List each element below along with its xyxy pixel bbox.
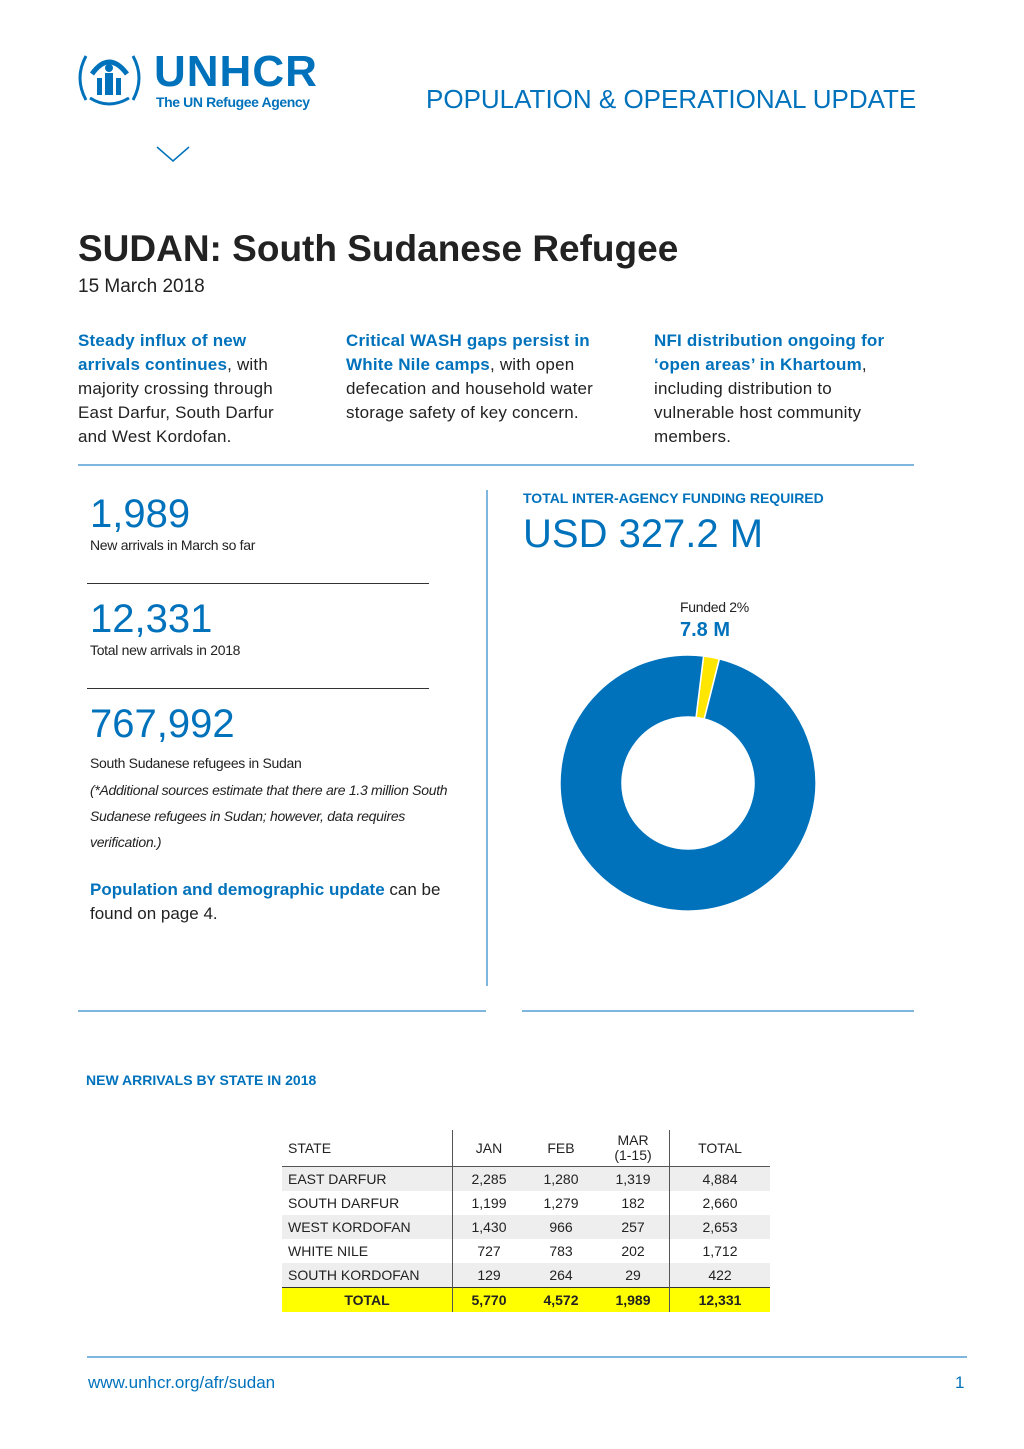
vertical-divider bbox=[486, 490, 488, 986]
logo-tagline: The UN Refugee Agency bbox=[156, 94, 310, 110]
divider bbox=[87, 688, 429, 689]
header-mar: MAR (1-15) bbox=[597, 1130, 670, 1167]
table-row: WEST KORDOFAN 1,430 966 257 2,653 bbox=[282, 1215, 770, 1239]
highlight-2-text: , with open defecation and household wat… bbox=[346, 355, 594, 422]
value-cell: 727 bbox=[452, 1239, 525, 1263]
stat-label-march: New arrivals in March so far bbox=[90, 537, 256, 553]
value-cell: 29 bbox=[597, 1263, 670, 1288]
value-cell: 1,280 bbox=[525, 1166, 597, 1191]
demographic-link[interactable]: Population and demographic update bbox=[90, 880, 385, 899]
value-cell: 422 bbox=[669, 1263, 770, 1288]
divider bbox=[87, 583, 429, 584]
funding-heading: TOTAL INTER-AGENCY FUNDING REQUIRED bbox=[523, 490, 824, 506]
stat-label-2018: Total new arrivals in 2018 bbox=[90, 642, 241, 658]
divider bbox=[78, 1010, 486, 1012]
funded-label: Funded 2% bbox=[680, 599, 749, 615]
table-total-row: TOTAL 5,770 4,572 1,989 12,331 bbox=[282, 1287, 770, 1312]
state-cell: WEST KORDOFAN bbox=[282, 1215, 453, 1239]
funded-amount: 7.8 M bbox=[680, 619, 731, 641]
arrivals-table: STATE JAN FEB MAR (1-15) TOTAL EAST DARFU… bbox=[282, 1130, 770, 1312]
state-cell: EAST DARFUR bbox=[282, 1166, 453, 1191]
value-cell: 1,279 bbox=[543, 1195, 579, 1211]
header-mar-label: MAR bbox=[617, 1132, 649, 1148]
table-row: SOUTH DARFUR 1,199 1,279 182 2,660 bbox=[282, 1191, 770, 1215]
value-cell: 1,319 bbox=[597, 1166, 670, 1191]
highlight-3: NFI distribution ongoing for ‘open areas… bbox=[654, 329, 916, 449]
value-cell: 202 bbox=[621, 1243, 645, 1259]
value-cell: 966 bbox=[525, 1215, 597, 1239]
stat-value-refugees: 767,992 bbox=[90, 702, 235, 746]
table-row: SOUTH KORDOFAN 129 264 29 422 bbox=[282, 1263, 770, 1288]
value-cell: 783 bbox=[549, 1243, 573, 1259]
donut-slice-unfunded bbox=[559, 654, 817, 912]
page-number: 1 bbox=[955, 1373, 965, 1392]
document-type: POPULATION & OPERATIONAL UPDATE bbox=[426, 84, 917, 114]
demographic-note-text: can be found on page 4. bbox=[90, 880, 441, 923]
demographic-note: Population and demographic update can be… bbox=[90, 878, 465, 926]
divider bbox=[78, 464, 914, 466]
page-title: SUDAN: South Sudanese Refugee bbox=[78, 228, 679, 269]
value-cell: 4,884 bbox=[669, 1166, 770, 1191]
divider bbox=[522, 1010, 914, 1012]
table-header-row: STATE JAN FEB MAR (1-15) TOTAL bbox=[282, 1130, 770, 1167]
chevron-down-icon bbox=[156, 146, 190, 162]
funding-amount: USD 327.2 M bbox=[523, 512, 764, 556]
value-cell: 1,199 bbox=[452, 1191, 525, 1215]
funding-donut-chart bbox=[559, 654, 817, 912]
header-total: TOTAL bbox=[669, 1130, 770, 1167]
stat-value-march: 1,989 bbox=[90, 492, 191, 536]
unhcr-emblem-icon bbox=[78, 55, 141, 106]
value-cell: 182 bbox=[621, 1195, 645, 1211]
highlight-3-text: , including distribution to vulnerable h… bbox=[654, 355, 867, 446]
total-jan: 5,770 bbox=[452, 1287, 525, 1312]
value-cell: 257 bbox=[597, 1215, 670, 1239]
value-cell: 129 bbox=[452, 1263, 525, 1288]
table-row: EAST DARFUR 2,285 1,280 1,319 4,884 bbox=[282, 1166, 770, 1191]
header-jan: JAN bbox=[452, 1130, 525, 1167]
highlight-2-title: Critical WASH gaps persist in White Nile… bbox=[346, 331, 590, 374]
value-cell: 1,430 bbox=[452, 1215, 525, 1239]
total-total: 12,331 bbox=[669, 1287, 770, 1312]
value-cell: 264 bbox=[525, 1263, 597, 1288]
stat-value-2018: 12,331 bbox=[90, 597, 213, 641]
header-state: STATE bbox=[282, 1130, 453, 1167]
value-cell: 1,712 bbox=[669, 1239, 770, 1263]
highlight-1-text: , with majority crossing through East Da… bbox=[78, 355, 274, 446]
report-date: 15 March 2018 bbox=[78, 276, 205, 297]
table-title: NEW ARRIVALS BY STATE IN 2018 bbox=[86, 1072, 317, 1088]
state-cell: WHITE NILE bbox=[288, 1243, 369, 1259]
stat-label-refugees: South Sudanese refugees in Sudan bbox=[90, 755, 302, 771]
highlight-3-title: NFI distribution ongoing for ‘open areas… bbox=[654, 331, 885, 374]
highlight-2: Critical WASH gaps persist in White Nile… bbox=[346, 329, 621, 425]
highlight-1: Steady influx of new arrivals continues,… bbox=[78, 329, 303, 449]
highlight-1-title: Steady influx of new arrivals continues bbox=[78, 331, 247, 374]
value-cell: 2,653 bbox=[669, 1215, 770, 1239]
total-feb: 4,572 bbox=[525, 1287, 597, 1312]
header-mar-range: (1-15) bbox=[614, 1147, 652, 1163]
total-label: TOTAL bbox=[282, 1287, 453, 1312]
logo-name: UNHCR bbox=[154, 47, 318, 96]
state-cell: SOUTH KORDOFAN bbox=[282, 1263, 453, 1288]
header-feb: FEB bbox=[525, 1130, 597, 1167]
value-cell: 2,285 bbox=[452, 1166, 525, 1191]
value-cell: 2,660 bbox=[669, 1191, 770, 1215]
stats-note: (*Additional sources estimate that there… bbox=[90, 782, 448, 850]
total-mar: 1,989 bbox=[597, 1287, 670, 1312]
table-row: WHITE NILE 727 783 202 1,712 bbox=[282, 1239, 770, 1263]
footer-url[interactable]: www.unhcr.org/afr/sudan bbox=[88, 1373, 276, 1392]
unhcr-logo: UNHCR The UN Refugee Agency bbox=[72, 48, 317, 115]
footer-divider bbox=[87, 1356, 967, 1358]
state-cell: SOUTH DARFUR bbox=[288, 1195, 400, 1211]
